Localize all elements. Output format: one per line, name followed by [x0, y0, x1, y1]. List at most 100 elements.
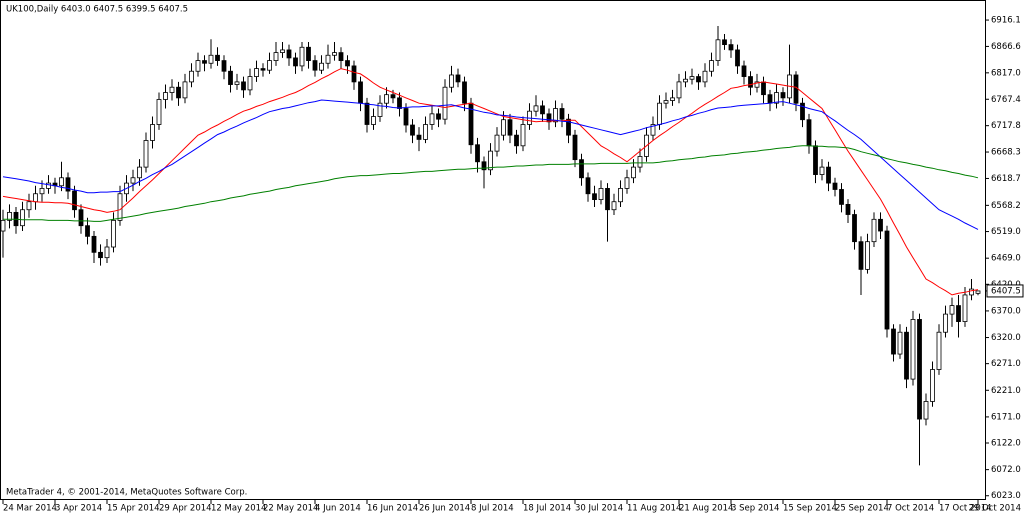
y-tick-label: 6668.3 — [991, 148, 1021, 158]
candle-body — [137, 166, 142, 179]
candle-body — [559, 108, 565, 120]
candle-body — [605, 188, 610, 211]
candle-body — [910, 319, 916, 380]
x-tick-label: 3 Sep 2014 — [731, 504, 779, 514]
candle-body — [488, 150, 493, 171]
candle-body — [150, 124, 155, 141]
candle-body — [384, 94, 389, 104]
candle-body — [286, 49, 292, 59]
candle-body — [598, 188, 604, 201]
candle-body — [228, 70, 233, 85]
candle-body — [403, 108, 409, 126]
candle-body — [540, 105, 545, 115]
candle-body — [72, 190, 77, 211]
candle-body — [130, 177, 136, 184]
candle-body — [111, 219, 116, 248]
candle-body — [923, 401, 929, 420]
candle-body — [182, 81, 188, 99]
candle-body — [878, 218, 883, 232]
candle-body — [767, 94, 773, 104]
y-tick-label: 6320.0 — [991, 333, 1021, 343]
x-tick-label: 17 Oct 2014 — [939, 504, 992, 514]
candle-body — [962, 294, 968, 322]
x-tick-label: 12 May 2014 — [211, 504, 266, 514]
candle-body — [267, 60, 272, 71]
candle-body — [884, 230, 890, 330]
candle-body — [806, 119, 812, 147]
candle-body — [624, 177, 630, 189]
candle-body — [423, 124, 428, 140]
y-tick-label: 6817.0 — [991, 68, 1021, 78]
candle-body — [930, 369, 935, 402]
candle-body — [104, 246, 110, 259]
candle-body — [254, 68, 259, 77]
x-tick-label: 26 Jun 2014 — [419, 504, 470, 514]
x-tick-label: 3 Apr 2014 — [55, 504, 102, 514]
candle-body — [507, 119, 513, 136]
candle-body — [579, 159, 584, 179]
y-tick-label: 6519.0 — [991, 227, 1021, 237]
candle-body — [429, 113, 435, 125]
candle-body — [676, 81, 682, 99]
candle-body — [46, 182, 51, 189]
y-tick-label: 6370.0 — [991, 306, 1021, 316]
x-tick-label: 24 Mar 2014 — [3, 504, 57, 514]
candle-body — [754, 81, 760, 88]
candle-body — [735, 49, 740, 67]
candle-body — [585, 177, 591, 195]
candle-body — [0, 219, 6, 232]
candle-body — [761, 81, 766, 96]
x-tick-label: 8 Jul 2014 — [471, 504, 514, 514]
candle-body — [33, 193, 38, 203]
candle-body — [351, 65, 357, 83]
candle-body — [546, 113, 552, 123]
candle-body — [852, 214, 857, 243]
candle-body — [358, 81, 363, 104]
candle-body — [65, 177, 71, 192]
candle-body — [722, 39, 727, 46]
x-tick-label: 4 Jun 2014 — [315, 504, 361, 514]
y-tick-label: 6618.7 — [991, 174, 1021, 184]
candle-body — [312, 60, 318, 71]
candle-body — [319, 62, 324, 71]
candle-body — [436, 113, 441, 120]
candle-body — [364, 102, 370, 125]
candle-body — [702, 70, 708, 83]
candle-body — [202, 60, 207, 64]
candle-body — [416, 134, 422, 140]
candle-body — [397, 97, 402, 109]
candle-body — [332, 52, 337, 56]
candle-body — [936, 331, 942, 370]
candle-body — [377, 102, 383, 117]
moving-average-line — [3, 145, 979, 222]
candle-body — [78, 209, 84, 227]
candle-body — [345, 60, 350, 67]
candle-body — [793, 74, 799, 104]
candle-body — [566, 118, 571, 136]
candle-body — [325, 54, 331, 64]
candle-body — [163, 92, 168, 100]
candle-body — [780, 92, 786, 99]
candle-body — [442, 86, 448, 120]
candle-body — [728, 44, 734, 51]
y-tick-label: 6271.0 — [991, 359, 1021, 369]
candle-body — [696, 76, 701, 83]
candle-body — [689, 76, 695, 80]
candle-body — [897, 331, 903, 355]
candle-body — [176, 86, 181, 99]
candle-body — [839, 189, 844, 205]
x-tick-label: 18 Jul 2014 — [523, 504, 571, 514]
candle-body — [293, 57, 298, 67]
candle-body — [845, 203, 851, 215]
candle-body — [39, 188, 45, 195]
moving-average-line — [2, 99, 979, 230]
candle-body — [774, 92, 779, 104]
candle-body — [455, 74, 461, 83]
x-tick-label: 11 Aug 2014 — [627, 504, 681, 514]
candle-body — [709, 60, 714, 72]
candle-body — [390, 94, 396, 99]
candle-body — [143, 140, 149, 168]
candle-body — [306, 46, 311, 61]
candle-body — [741, 65, 747, 77]
